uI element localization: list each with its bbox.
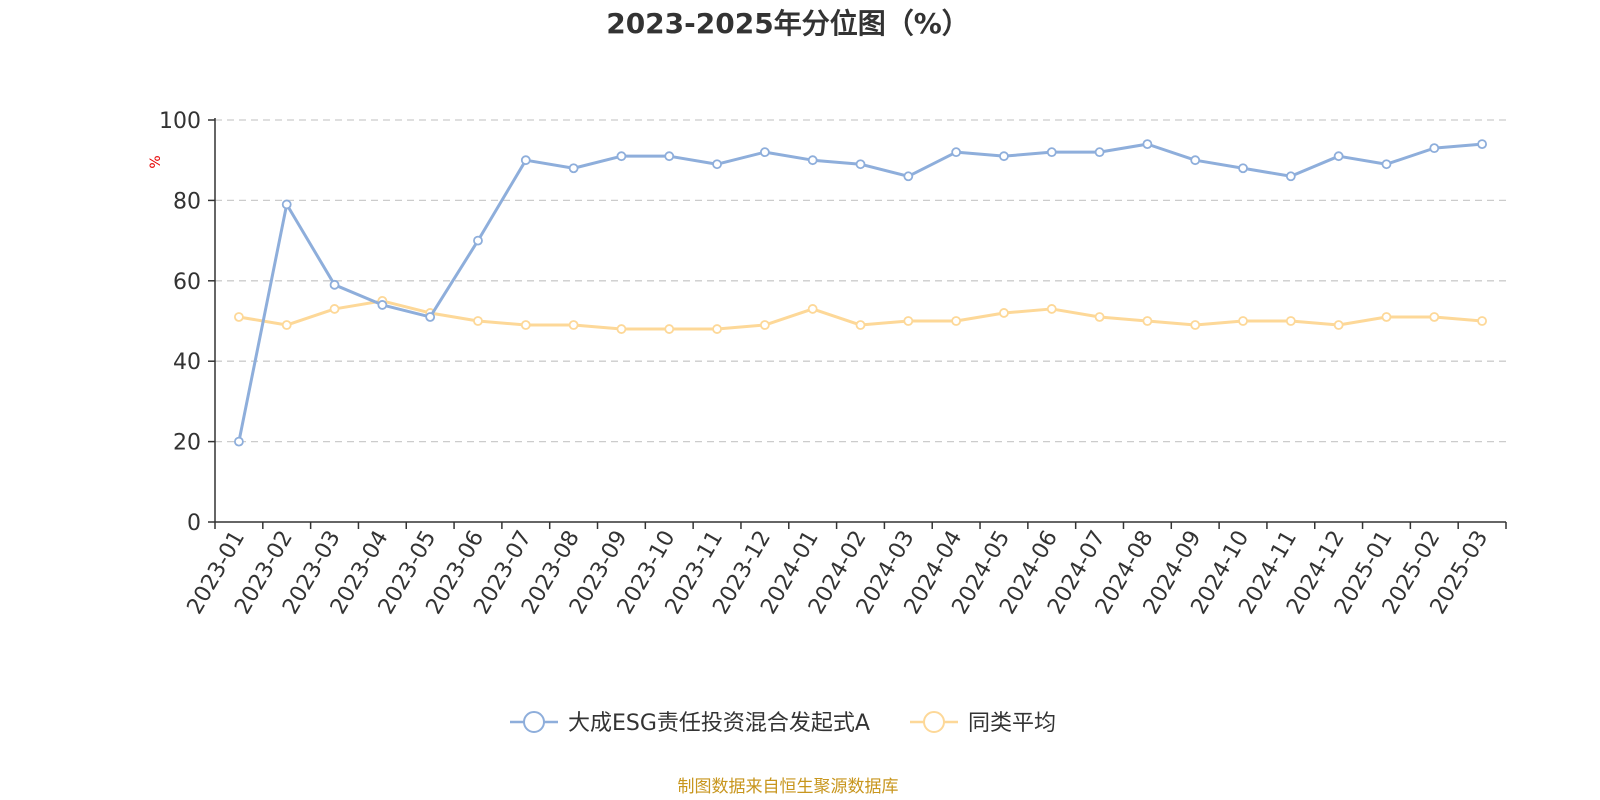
- data-point: [712, 159, 722, 170]
- data-point: [1094, 147, 1105, 158]
- data-point: [1381, 159, 1392, 170]
- y-tick-label: 60: [173, 270, 201, 295]
- data-point: [1142, 139, 1153, 150]
- series-line: [237, 142, 1483, 442]
- data-point: [425, 312, 436, 322]
- data-point: [1429, 143, 1440, 154]
- data-point: [234, 436, 244, 447]
- legend-label: 大成ESG责任投资混合发起式A: [568, 711, 870, 736]
- series-2: [234, 295, 1487, 334]
- data-point: [999, 151, 1009, 162]
- data-point: [1285, 171, 1296, 182]
- data-point: [951, 147, 962, 158]
- data-point: [664, 151, 675, 162]
- source-note: 制图数据来自恒生聚源数据库: [678, 777, 899, 797]
- data-point: [234, 312, 244, 322]
- data-point: [377, 300, 388, 310]
- y-tick-label: 80: [173, 189, 201, 214]
- data-point: [616, 151, 627, 162]
- data-point: [473, 316, 483, 326]
- data-point: [1238, 163, 1248, 174]
- y-tick-label: 20: [173, 431, 201, 456]
- data-point: [664, 324, 675, 334]
- y-tick-label: 0: [187, 511, 201, 536]
- data-point: [1333, 320, 1344, 330]
- data-point: [1477, 139, 1487, 150]
- data-point: [855, 159, 866, 170]
- data-point: [903, 316, 914, 326]
- legend-item-2: 同类平均: [910, 711, 1056, 736]
- data-point: [520, 155, 531, 166]
- data-point: [807, 155, 818, 166]
- data-point: [1094, 312, 1105, 322]
- data-point: [951, 316, 962, 326]
- data-point: [1190, 155, 1201, 166]
- data-point: [1477, 316, 1487, 326]
- data-point: [807, 304, 818, 314]
- data-point: [473, 235, 483, 246]
- chart-title: 2023-2025年分位图（%）: [606, 7, 970, 40]
- legend-label: 同类平均: [968, 711, 1056, 736]
- data-point: [1381, 312, 1392, 322]
- data-point: [520, 320, 531, 330]
- data-point: [999, 308, 1009, 318]
- data-point: [616, 324, 627, 334]
- data-point: [1429, 312, 1440, 322]
- series-layer: [234, 139, 1487, 447]
- y-axis-label: %: [148, 155, 164, 168]
- data-point: [329, 304, 340, 314]
- y-axis-ticks: 0 20 40 60 80 100: [159, 109, 215, 536]
- data-point: [1238, 316, 1248, 326]
- series-1: [234, 139, 1487, 447]
- y-tick-label: 100: [159, 109, 201, 134]
- data-point: [1142, 316, 1153, 326]
- legend-item-1: 大成ESG责任投资混合发起式A: [510, 711, 870, 736]
- x-axis-ticks: 2023-012023-022023-032023-042023-052023-…: [182, 522, 1507, 619]
- data-point: [712, 324, 722, 334]
- legend-marker: [523, 711, 545, 733]
- data-point: [903, 171, 914, 182]
- data-point: [568, 320, 579, 330]
- data-point: [568, 163, 579, 174]
- data-point: [1046, 304, 1057, 314]
- legend-marker: [923, 711, 945, 733]
- data-point: [1333, 151, 1344, 162]
- y-tick-label: 40: [173, 350, 201, 375]
- data-point: [329, 279, 340, 290]
- data-point: [855, 320, 866, 330]
- data-point: [281, 199, 292, 210]
- data-point: [759, 147, 770, 158]
- data-point: [281, 320, 292, 330]
- data-point: [759, 320, 770, 330]
- legend: 大成ESG责任投资混合发起式A 同类平均: [510, 711, 1056, 736]
- data-point: [1190, 320, 1201, 330]
- data-point: [1285, 316, 1296, 326]
- data-point: [1046, 147, 1057, 158]
- axes: [214, 118, 1506, 523]
